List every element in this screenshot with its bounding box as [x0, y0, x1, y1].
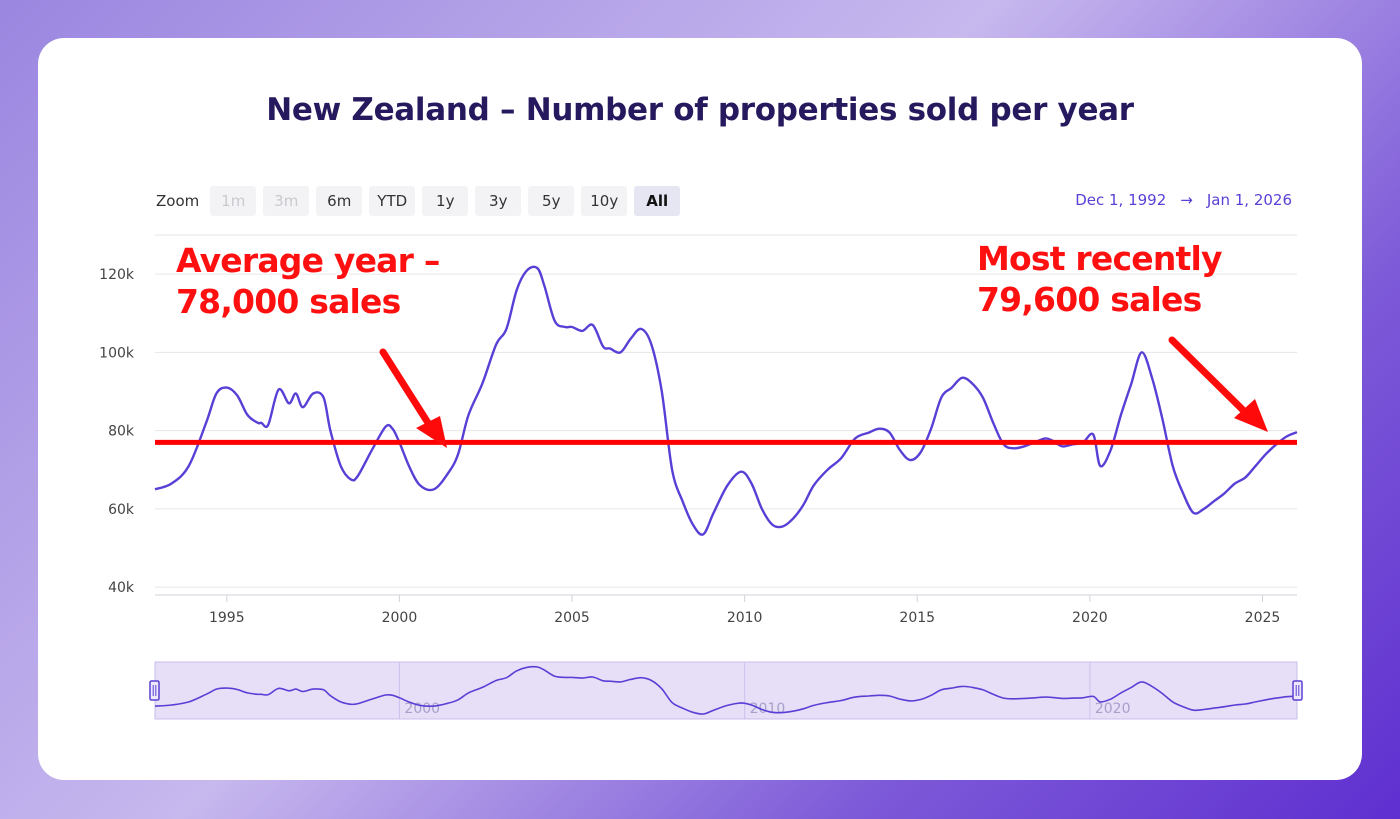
annotation-average: Average year – 78,000 sales	[176, 240, 440, 322]
x-tick-label: 2010	[727, 610, 763, 626]
zoom-3m-button[interactable]: 3m	[263, 186, 310, 216]
y-tick-label: 80k	[108, 424, 135, 440]
zoom-1m-button[interactable]: 1m	[210, 186, 257, 216]
zoom-label: Zoom	[156, 192, 200, 210]
series-line[interactable]	[154, 265, 1298, 536]
zoom-6m-button[interactable]: 6m	[316, 186, 363, 216]
x-tick-label: 1995	[209, 610, 245, 626]
navigator[interactable]: 2000 2010 2020	[149, 661, 1303, 720]
y-tick-label: 120k	[99, 267, 135, 283]
navigator-label: 2020	[1095, 701, 1131, 717]
range-to[interactable]: Jan 1, 2026	[1206, 191, 1292, 209]
navigator-mask[interactable]	[154, 661, 1298, 720]
date-range: Dec 1, 1992 → Jan 1, 2026	[1075, 191, 1292, 209]
navigator-handle-right[interactable]	[1292, 680, 1303, 701]
x-tick-label: 2015	[899, 610, 935, 626]
navigator-line	[154, 665, 1298, 715]
zoom-toolbar: Zoom 1m 3m 6m YTD 1y 3y 5y 10y All	[156, 186, 681, 216]
y-tick-label: 40k	[108, 580, 135, 596]
x-tick-label: 2025	[1245, 610, 1281, 626]
zoom-all-button[interactable]: All	[634, 186, 681, 216]
navigator-handle-left[interactable]	[149, 680, 160, 701]
range-arrow: →	[1180, 191, 1193, 209]
annotation-arrows	[379, 336, 1268, 448]
arrow-recent	[1168, 336, 1268, 432]
x-axis: 1995 2000 2005 2010 2015 2020 2025	[209, 595, 1280, 626]
y-tick-label: 60k	[108, 502, 135, 518]
chart-card	[38, 38, 1362, 780]
annotation-recent-line2: 79,600 sales	[977, 280, 1202, 319]
arrow-average	[379, 348, 447, 448]
y-axis: 40k 60k 80k 100k 120k	[99, 267, 135, 596]
zoom-10y-button[interactable]: 10y	[581, 186, 628, 216]
zoom-1y-button[interactable]: 1y	[422, 186, 469, 216]
y-tick-label: 100k	[99, 345, 135, 361]
zoom-3y-button[interactable]: 3y	[475, 186, 522, 216]
navigator-label: 2010	[750, 701, 786, 717]
x-tick-label: 2020	[1072, 610, 1108, 626]
navigator-label: 2000	[404, 701, 440, 717]
x-tick-label: 2005	[554, 610, 590, 626]
zoom-5y-button[interactable]: 5y	[528, 186, 575, 216]
zoom-ytd-button[interactable]: YTD	[369, 186, 416, 216]
chart-title: New Zealand – Number of properties sold …	[266, 92, 1134, 128]
annotation-recent-line1: Most recently	[977, 239, 1223, 278]
x-tick-label: 2000	[382, 610, 418, 626]
annotation-recent: Most recently 79,600 sales	[977, 238, 1223, 320]
grid-lines	[155, 234, 1297, 588]
annotation-average-line2: 78,000 sales	[176, 282, 401, 321]
annotation-average-line1: Average year –	[176, 241, 440, 280]
range-from[interactable]: Dec 1, 1992	[1075, 191, 1167, 209]
